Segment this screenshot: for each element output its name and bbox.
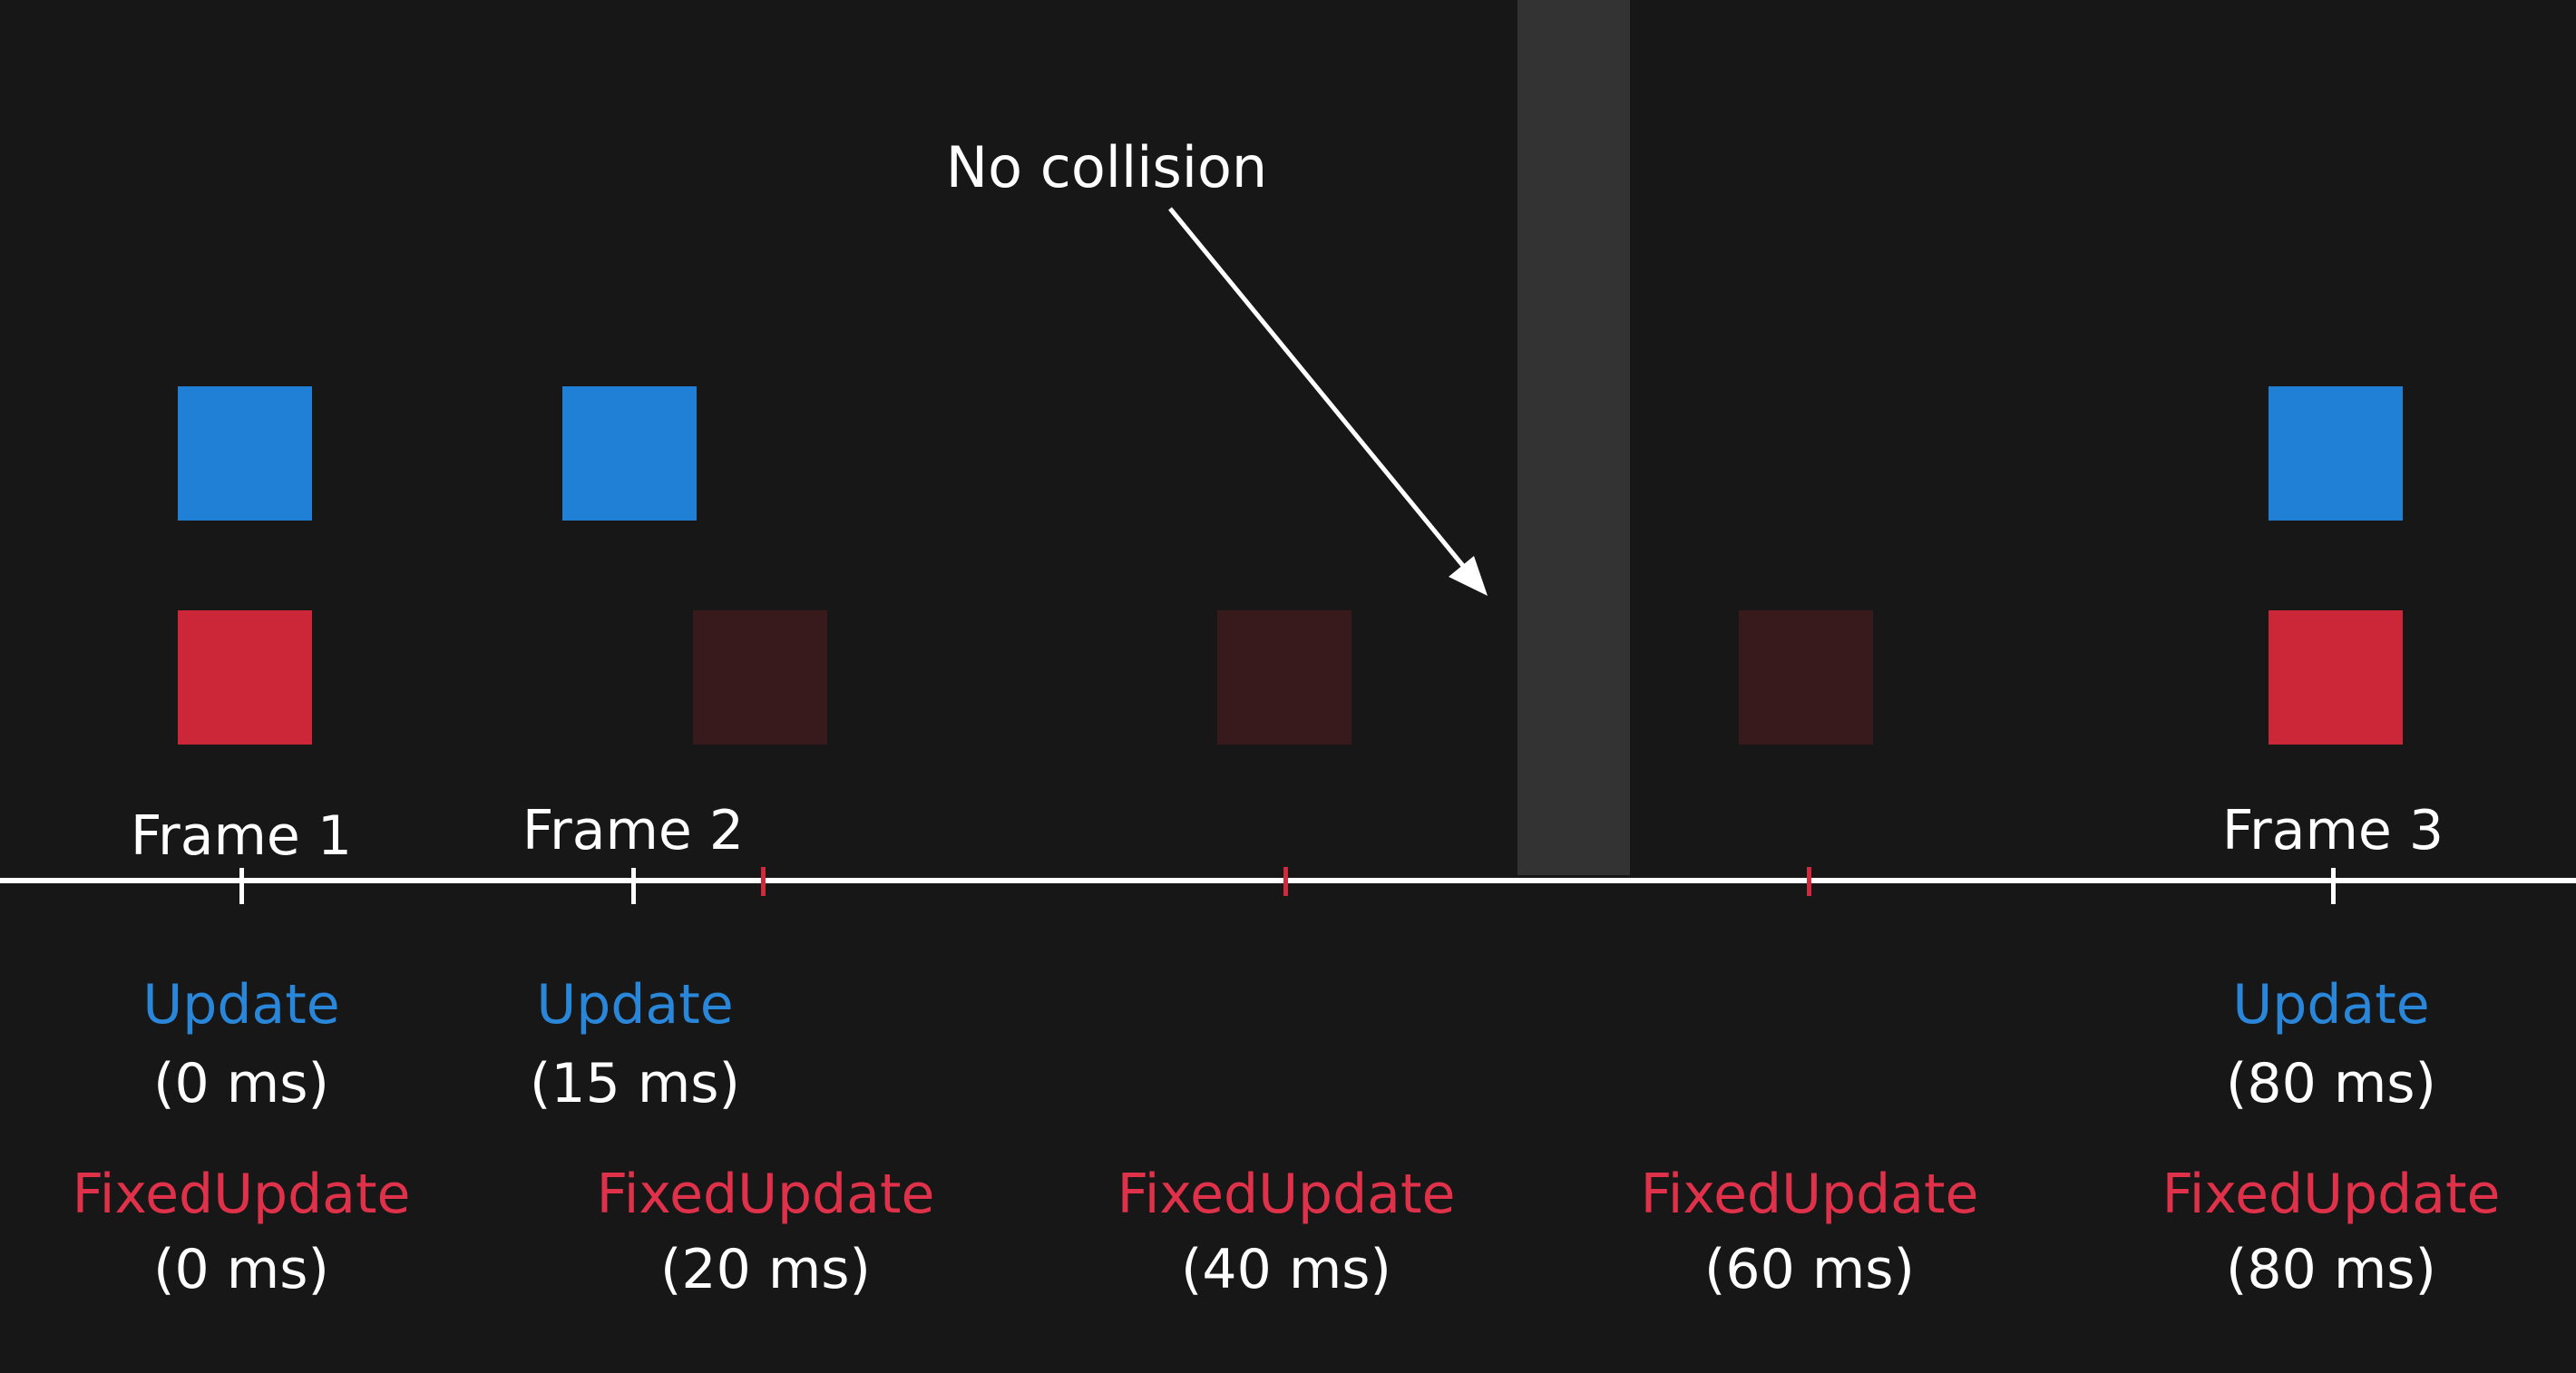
update-time-frame-1: (0 ms) (153, 1052, 329, 1115)
fixedupdate-tick-40ms (1283, 867, 1288, 896)
frame-1-label: Frame 1 (130, 804, 353, 868)
update-label-frame-2: Update (536, 973, 734, 1037)
frame-2-tick (631, 868, 636, 904)
update-square-frame-2 (562, 386, 697, 521)
fixedupdate-time-80ms: (80 ms) (2226, 1238, 2436, 1301)
wall-obstacle (1517, 0, 1630, 875)
fixedupdate-ghost-square-40ms (1217, 610, 1351, 745)
fixedupdate-square-80ms (2269, 610, 2403, 745)
fixedupdate-tick-60ms (1807, 867, 1811, 896)
frame-2-label: Frame 2 (522, 799, 745, 862)
frame-3-tick (2331, 868, 2336, 904)
fixedupdate-time-60ms: (60 ms) (1704, 1238, 1915, 1301)
no-collision-label: No collision (945, 134, 1268, 200)
update-label-frame-1: Update (142, 973, 340, 1037)
fixedupdate-tick-20ms (761, 867, 766, 896)
fixedupdate-time-20ms: (20 ms) (660, 1238, 871, 1301)
update-time-frame-3: (80 ms) (2226, 1052, 2436, 1115)
timeline-axis (0, 878, 2576, 883)
fixedupdate-label-40ms: FixedUpdate (1117, 1163, 1456, 1226)
fixedupdate-square-0ms (178, 610, 312, 745)
fixedupdate-label-60ms: FixedUpdate (1640, 1163, 1979, 1226)
update-square-frame-3 (2269, 386, 2403, 521)
fixedupdate-ghost-square-20ms (693, 610, 827, 745)
update-time-frame-2: (15 ms) (530, 1052, 740, 1115)
fixedupdate-time-0ms: (0 ms) (153, 1238, 329, 1301)
fixedupdate-label-20ms: FixedUpdate (596, 1163, 935, 1226)
update-square-frame-1 (178, 386, 312, 521)
fixedupdate-label-80ms: FixedUpdate (2161, 1163, 2501, 1226)
update-label-frame-3: Update (2232, 973, 2430, 1037)
fixedupdate-label-0ms: FixedUpdate (72, 1163, 411, 1226)
frame-1-tick (239, 868, 244, 904)
fixedupdate-time-40ms: (40 ms) (1181, 1238, 1391, 1301)
frame-3-label: Frame 3 (2221, 799, 2444, 862)
fixedupdate-ghost-square-60ms (1739, 610, 1873, 745)
